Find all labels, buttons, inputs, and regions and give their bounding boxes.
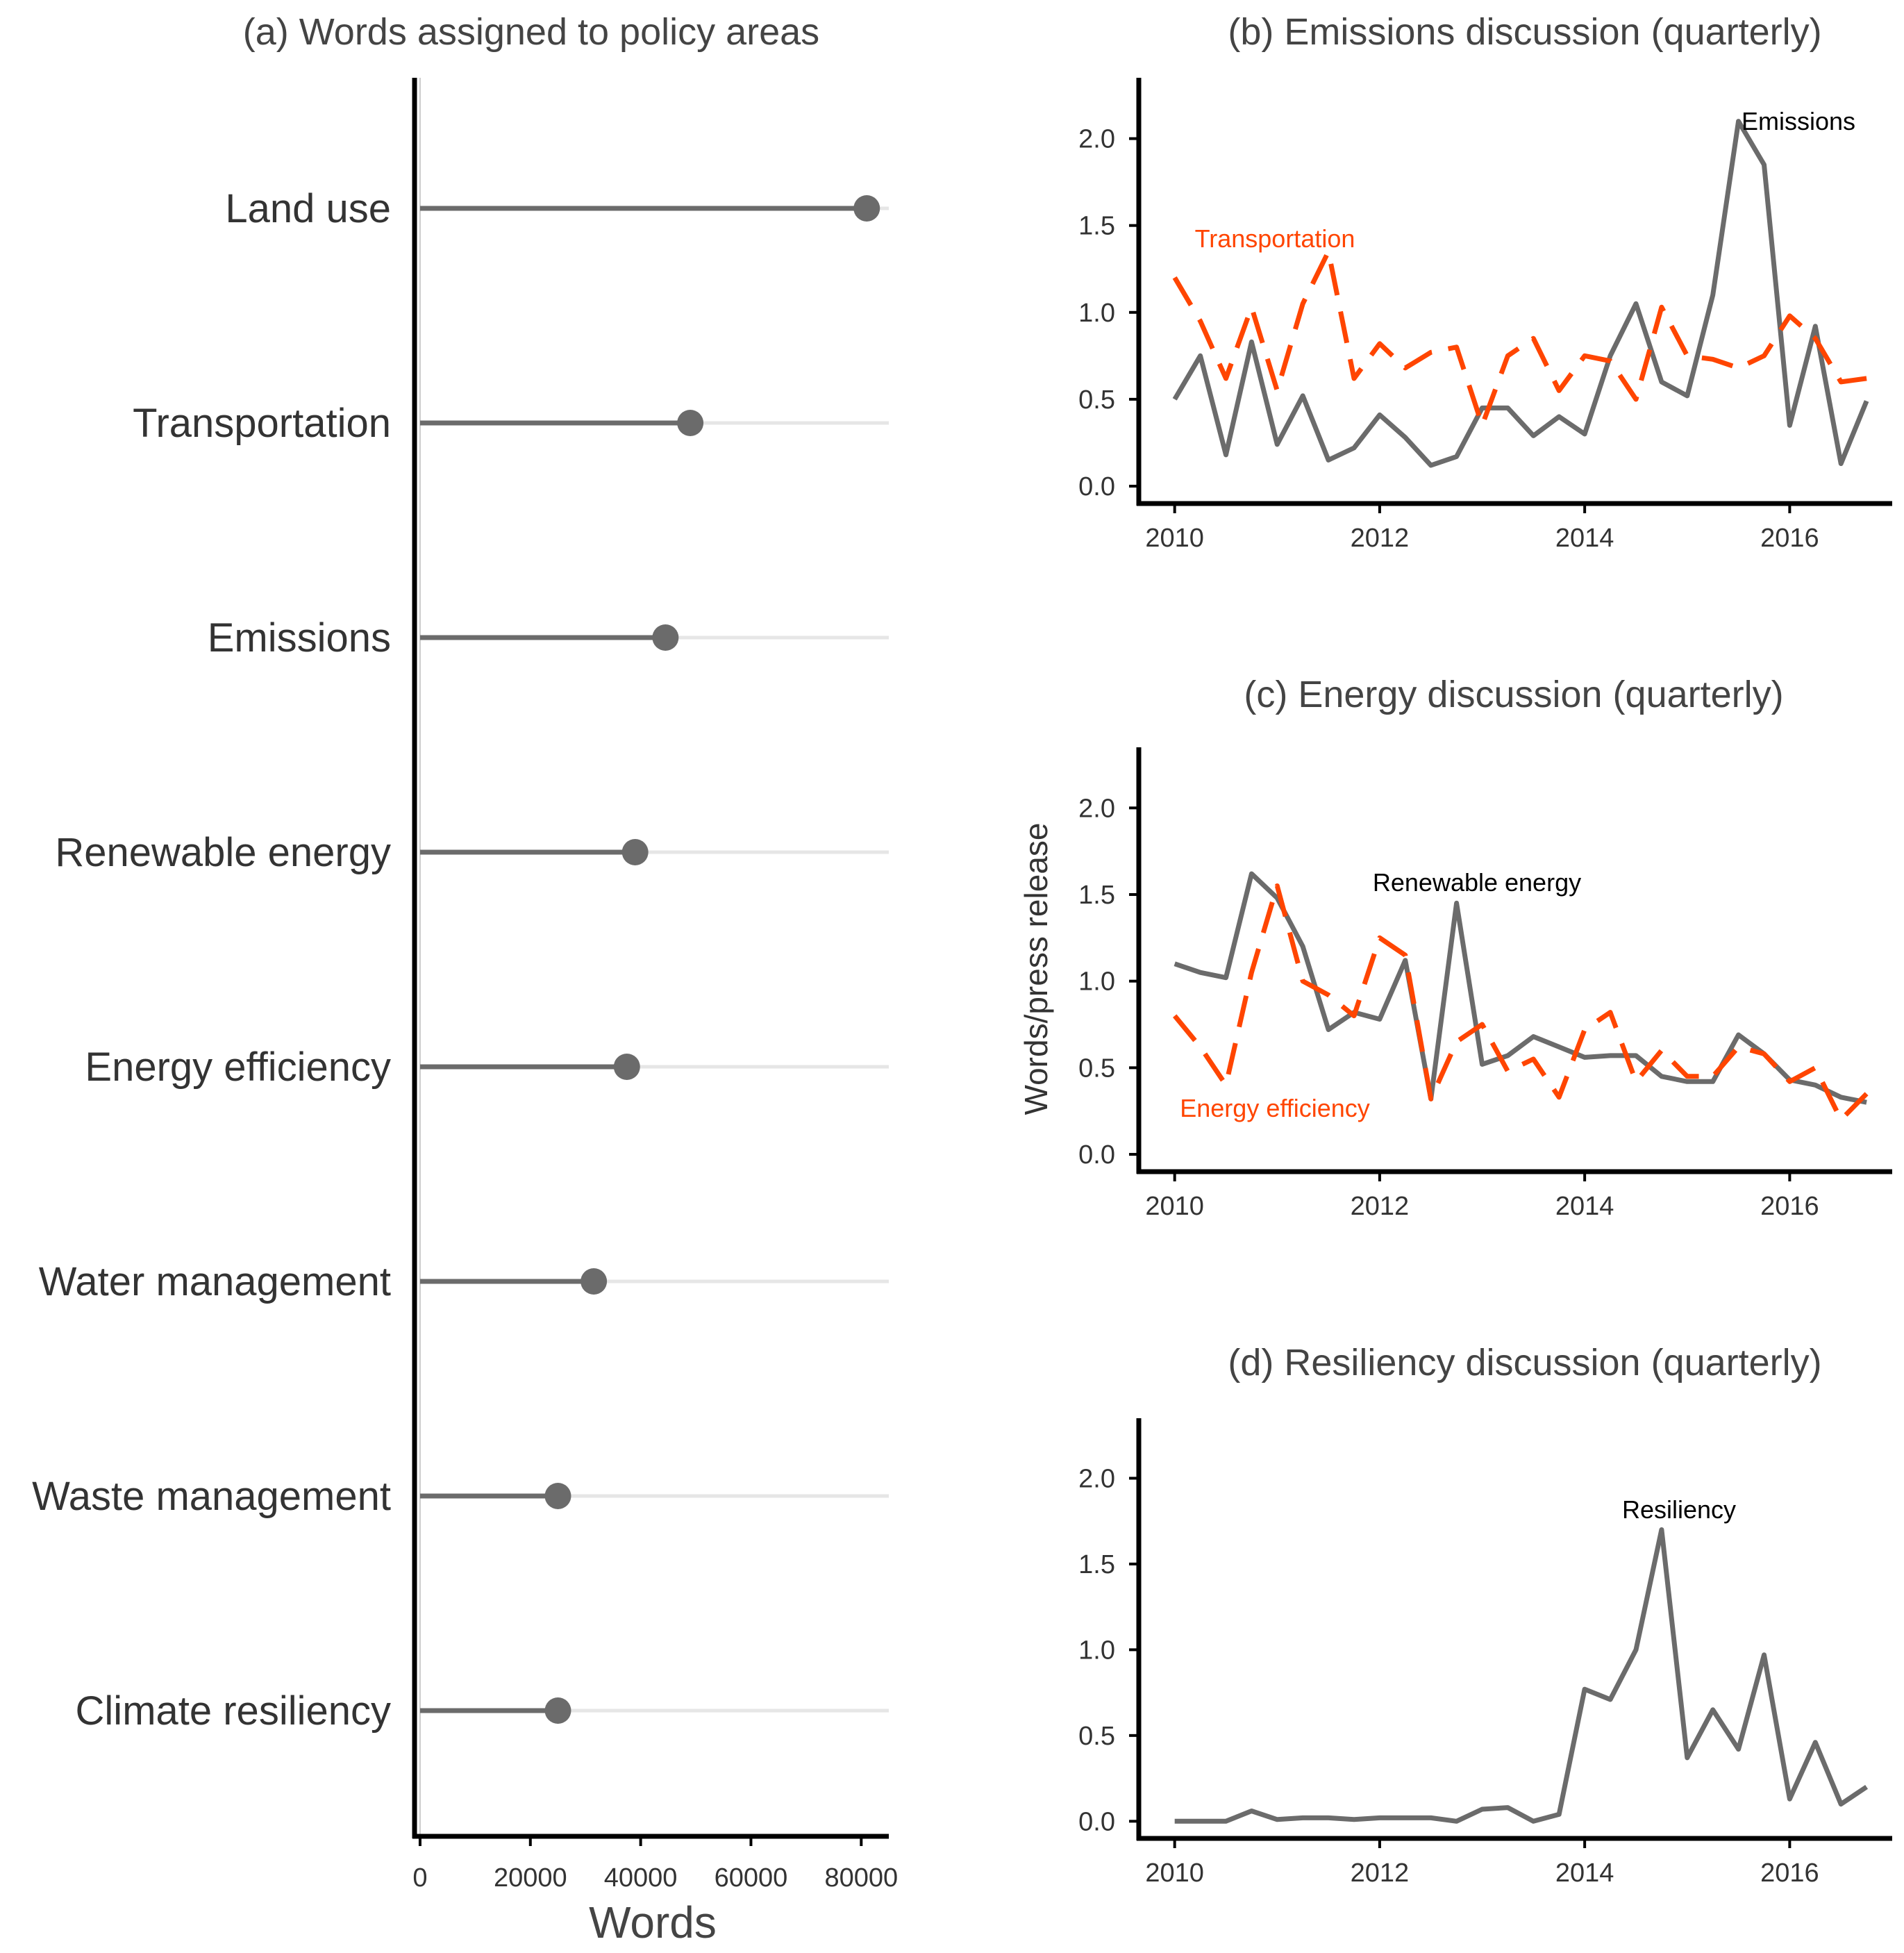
panel-b-annotation-transportation: Transportation: [1195, 224, 1355, 253]
panel-a-x-tick-label-0: 0: [412, 1863, 427, 1893]
panel-a-words-by-policy-area: (a) Words assigned to policy areas Land …: [32, 11, 898, 1947]
panel-a-point-transportation: [677, 410, 704, 436]
panel-c-series-line-energy-efficiency: [1172, 883, 1869, 1122]
panel-a-x-tick-label-60000: 60000: [715, 1863, 788, 1893]
panel-c-y-tick-label-1-0: 1.0: [1078, 967, 1115, 997]
panel-a-point-energy-efficiency: [613, 1054, 640, 1080]
panel-b-series-line-transportation: [1172, 249, 1867, 428]
panel-a-category-label-water-management: Water management: [39, 1259, 391, 1304]
panel-b-annotation-emissions: Emissions: [1742, 107, 1855, 135]
panel-d-y-tick-label-0-5: 0.5: [1078, 1722, 1115, 1751]
panel-c-y-tick-label-0-5: 0.5: [1078, 1054, 1115, 1083]
panel-b-y-tick-label-1-0: 1.0: [1078, 299, 1115, 328]
panel-d-x-tick-label-2010: 2010: [1145, 1859, 1204, 1888]
panel-a-point-climate-resiliency: [544, 1697, 571, 1724]
panel-a-point-emissions: [652, 624, 679, 651]
panel-c-y-axis-label: Words/press release: [1018, 823, 1054, 1115]
panel-c-annotation-renewable-energy: Renewable energy: [1373, 868, 1581, 897]
panel-a-category-label-energy-efficiency: Energy efficiency: [85, 1045, 391, 1090]
panel-a-point-water-management: [581, 1268, 608, 1295]
panel-b-series-line-emissions: [1172, 119, 1869, 468]
panel-d-y-tick-label-1-0: 1.0: [1078, 1636, 1115, 1665]
panel-c-x-tick-label-2010: 2010: [1145, 1192, 1204, 1221]
panel-d-x-tick-label-2014: 2014: [1555, 1859, 1614, 1888]
panel-b-y-tick-label-0-0: 0.0: [1078, 472, 1115, 501]
panel-c-y-tick-label-0-0: 0.0: [1078, 1140, 1115, 1170]
panel-c-x-tick-label-2016: 2016: [1760, 1192, 1819, 1221]
panel-c-y-tick-label-2-0: 2.0: [1078, 794, 1115, 823]
panel-d-y-tick-label-2-0: 2.0: [1078, 1464, 1115, 1493]
panel-b-x-tick-label-2016: 2016: [1760, 524, 1819, 553]
panel-b-emissions-discussion: (b) Emissions discussion (quarterly) 0.0…: [1078, 11, 1892, 553]
panel-a-x-axis-label: Words: [589, 1897, 717, 1947]
panel-a-x-tick-label-80000: 80000: [824, 1863, 898, 1893]
panel-b-x-tick-label-2010: 2010: [1145, 524, 1204, 553]
panel-d-title: (d) Resiliency discussion (quarterly): [1228, 1342, 1821, 1383]
panel-b-y-tick-label-0-5: 0.5: [1078, 385, 1115, 415]
panel-a-category-label-emissions: Emissions: [208, 615, 391, 660]
panel-a-point-renewable-energy: [621, 839, 649, 865]
panel-d-y-tick-label-0-0: 0.0: [1078, 1807, 1115, 1836]
panel-a-x-tick-label-40000: 40000: [604, 1863, 678, 1893]
panel-d-series-line-resiliency: [1174, 1527, 1869, 1824]
panel-b-title: (b) Emissions discussion (quarterly): [1228, 11, 1821, 53]
panel-c-series-line-renewable-energy: [1174, 871, 1867, 1105]
panel-a-x-tick-label-20000: 20000: [494, 1863, 567, 1893]
panel-d-annotation-resiliency: Resiliency: [1622, 1495, 1736, 1524]
panel-c-energy-discussion: (c) Energy discussion (quarterly) 0.0 0.5…: [1018, 674, 1892, 1221]
panel-b-y-tick-label-1-5: 1.5: [1078, 212, 1115, 241]
panel-a-point-land-use: [853, 195, 880, 222]
panel-b-x-tick-label-2012: 2012: [1351, 524, 1410, 553]
panel-c-x-tick-label-2012: 2012: [1351, 1192, 1410, 1221]
panel-d-resiliency-discussion: (d) Resiliency discussion (quarterly) 0.…: [1078, 1342, 1892, 1888]
panel-b-y-tick-label-2-0: 2.0: [1078, 125, 1115, 154]
panel-a-category-label-land-use: Land use: [225, 186, 391, 231]
panel-c-x-tick-label-2014: 2014: [1555, 1192, 1614, 1221]
panel-b-x-tick-label-2014: 2014: [1555, 524, 1614, 553]
panel-d-y-tick-label-1-5: 1.5: [1078, 1550, 1115, 1579]
panel-d-x-tick-label-2016: 2016: [1760, 1859, 1819, 1888]
panel-a-category-label-renewable-energy: Renewable energy: [55, 830, 391, 875]
panel-a-category-label-transportation: Transportation: [133, 401, 391, 446]
panel-a-category-label-waste-management: Waste management: [32, 1474, 391, 1519]
panel-c-y-tick-label-1-5: 1.5: [1078, 881, 1115, 910]
panel-c-annotation-energy-efficiency: Energy efficiency: [1180, 1094, 1369, 1122]
panel-a-point-waste-management: [544, 1483, 571, 1509]
panel-a-title: (a) Words assigned to policy areas: [243, 11, 819, 53]
panel-a-category-label-climate-resiliency: Climate resiliency: [76, 1688, 391, 1734]
panel-c-title: (c) Energy discussion (quarterly): [1244, 674, 1783, 715]
panel-d-x-tick-label-2012: 2012: [1351, 1859, 1410, 1888]
